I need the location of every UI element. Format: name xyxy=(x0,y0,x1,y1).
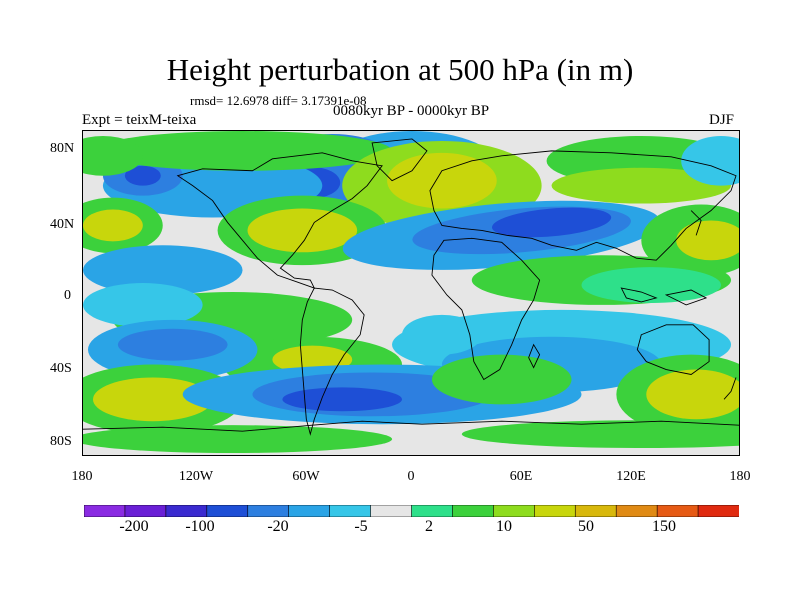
anomaly-contour-region xyxy=(681,135,739,186)
coastline xyxy=(431,237,541,381)
coastline xyxy=(620,287,658,303)
anomaly-contour-region xyxy=(551,167,732,204)
season-label: DJF xyxy=(709,112,735,128)
colorbar-swatch xyxy=(534,505,576,517)
anomaly-contour-region xyxy=(431,354,572,405)
anomaly-contour-region xyxy=(282,387,403,412)
y-label-0: 0 xyxy=(64,288,71,303)
colorbar-label-50: 50 xyxy=(578,518,594,535)
colorbar-swatch xyxy=(574,505,617,517)
y-label-40n: 40N xyxy=(50,217,75,232)
experiment-label: Expt = teixM-teixa xyxy=(82,112,197,128)
colorbar-label-2: 2 xyxy=(425,518,433,535)
anomaly-contour-region xyxy=(83,283,203,327)
coastline xyxy=(299,287,365,436)
x-label-60w: 60W xyxy=(292,469,320,484)
stats-text: rmsd= 12.6978 diff= 3.17391e-08 xyxy=(190,93,367,108)
anomaly-field xyxy=(83,131,739,454)
anomaly-contour-region xyxy=(387,152,497,209)
colorbar-swatch xyxy=(84,505,126,517)
anomaly-contour-region xyxy=(247,208,358,253)
colorbar-swatch xyxy=(656,505,699,517)
x-label-60e: 60E xyxy=(509,469,533,484)
coastline xyxy=(429,150,737,261)
coastline xyxy=(664,289,708,306)
anomaly-contour-region xyxy=(83,209,143,242)
x-label-0: 0 xyxy=(407,469,415,484)
coastline xyxy=(723,377,737,400)
anomaly-contour-region xyxy=(124,165,161,186)
anomaly-contour-region xyxy=(83,425,393,454)
anomaly-contour-region xyxy=(83,135,143,176)
anomaly-contour-region xyxy=(92,131,393,171)
colorbar-swatch xyxy=(493,505,535,517)
x-label-180w: 180 xyxy=(71,469,93,484)
y-label-40s: 40S xyxy=(50,361,72,376)
colorbar-swatch xyxy=(206,505,249,517)
map-panel xyxy=(82,130,740,456)
anomaly-contour-region xyxy=(491,207,612,238)
colorbar-swatch xyxy=(370,505,413,517)
colorbar-swatch xyxy=(411,505,454,517)
x-label-120e: 120E xyxy=(616,469,646,484)
colorbar-swatch xyxy=(288,505,331,517)
colorbar-swatch xyxy=(452,505,494,517)
colorbar-swatch xyxy=(329,505,372,517)
anomaly-contour-region xyxy=(461,420,739,449)
period-text: 0080kyr BP - 0000kyr BP xyxy=(332,103,490,119)
x-label-180e: 180 xyxy=(729,469,751,484)
coastline xyxy=(371,138,428,182)
anomaly-contour-region xyxy=(676,220,739,261)
colorbar-label-150: 150 xyxy=(652,518,676,535)
coastlines xyxy=(83,138,739,436)
anomaly-contour-region xyxy=(402,314,482,355)
colorbar-label-neg20: -20 xyxy=(267,518,289,535)
colorbar-swatch xyxy=(124,505,167,517)
coastline xyxy=(83,420,739,432)
colorbar-label-10: 10 xyxy=(496,518,512,535)
coastline xyxy=(690,210,702,236)
y-label-80n: 80N xyxy=(50,141,75,156)
colorbar-label-neg5: -5 xyxy=(354,518,368,535)
coastline xyxy=(636,324,710,375)
coastline xyxy=(528,343,541,369)
coastline xyxy=(176,152,383,289)
colorbar-swatch xyxy=(697,505,739,517)
anomaly-contour-region xyxy=(581,267,722,303)
colorbar-swatch xyxy=(247,505,290,517)
anomaly-contour-region xyxy=(646,369,739,420)
colorbar xyxy=(84,505,739,517)
chart-title: Height perturbation at 500 hPa (in m) xyxy=(166,52,634,87)
colorbar-label-neg100: -100 xyxy=(185,518,215,535)
y-label-80s: 80S xyxy=(50,434,72,449)
colorbar-swatch xyxy=(615,505,658,517)
colorbar-label-neg200: -200 xyxy=(119,518,149,535)
anomaly-contour-region xyxy=(92,377,213,422)
colorbar-swatch xyxy=(165,505,208,517)
anomaly-contour-region xyxy=(117,328,228,361)
anomaly-contour-region xyxy=(83,245,243,295)
x-label-120w: 120W xyxy=(178,469,214,484)
